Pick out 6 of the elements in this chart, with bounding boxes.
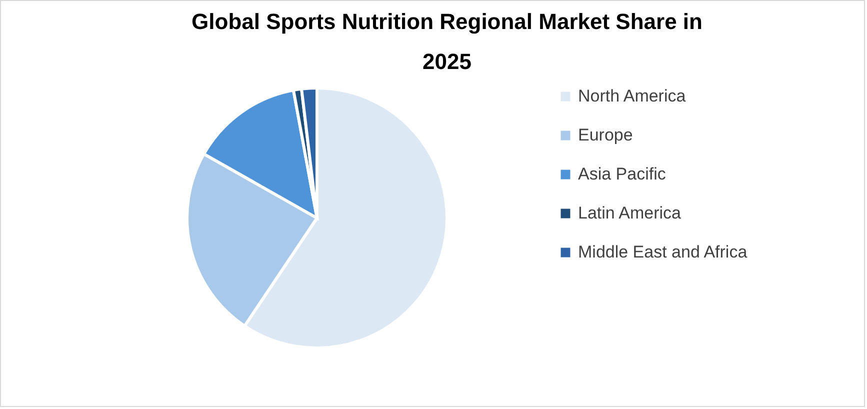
legend-label: North America [578, 86, 686, 106]
chart-title: Global Sports Nutrition Regional Market Share in 2025 [192, 9, 702, 74]
legend-label: Middle East and Africa [578, 242, 748, 262]
legend-label: Asia Pacific [578, 164, 666, 184]
legend-label: Latin America [578, 204, 682, 222]
legend-label: Europe [578, 126, 633, 144]
